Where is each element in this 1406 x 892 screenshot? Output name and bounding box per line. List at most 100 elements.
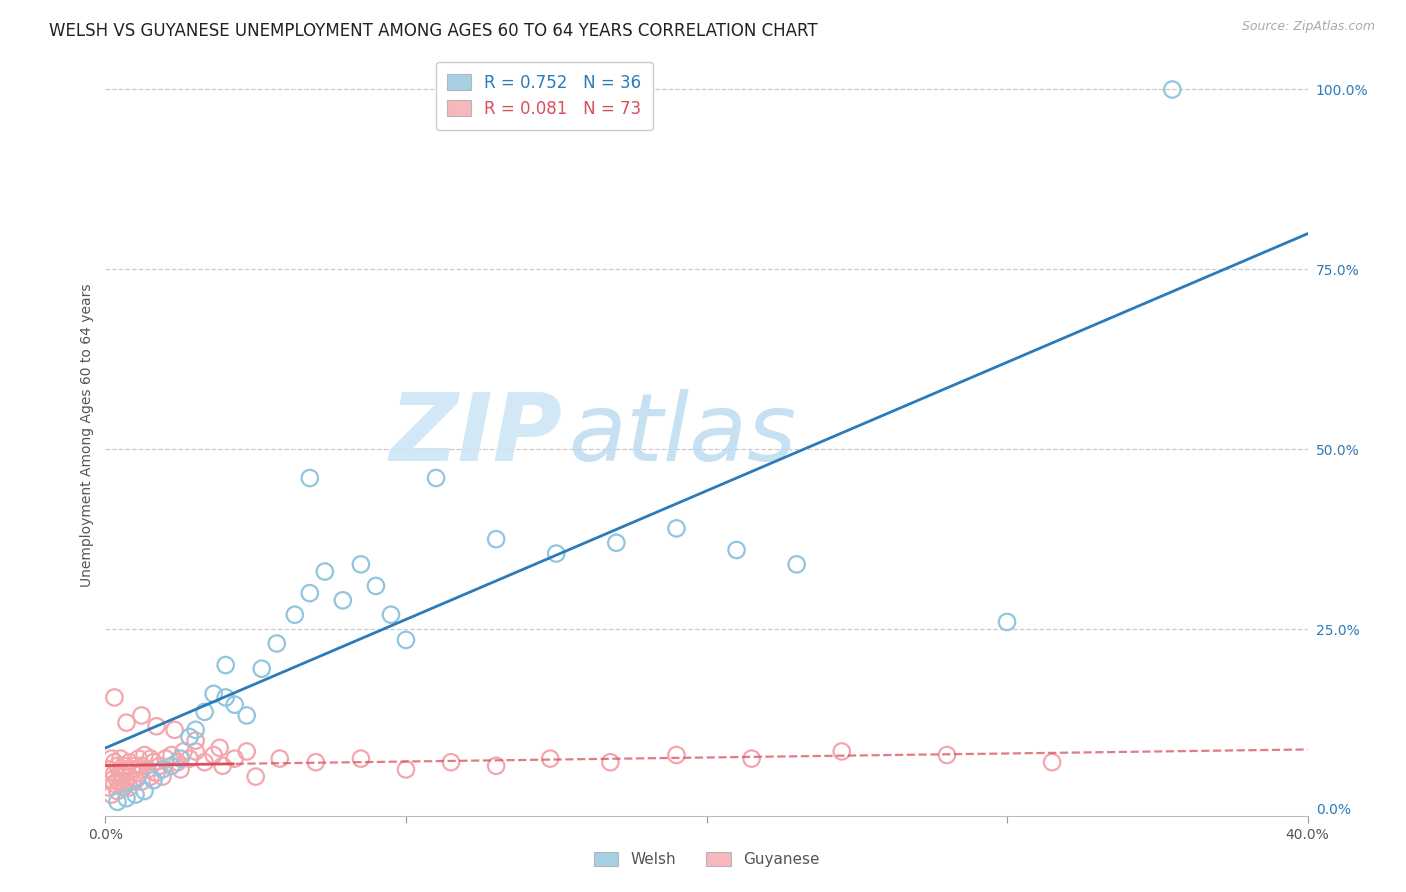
Point: [214, 690, 236, 705]
Point: [103, 756, 125, 770]
Point: [118, 756, 141, 770]
Point: [665, 747, 688, 762]
Point: [599, 756, 621, 770]
Point: [235, 744, 257, 758]
Point: [179, 751, 201, 765]
Point: [115, 763, 138, 777]
Point: [131, 708, 153, 723]
Point: [131, 759, 153, 773]
Point: [139, 770, 162, 784]
Point: [305, 756, 328, 770]
Point: [148, 759, 170, 773]
Point: [115, 774, 138, 789]
Point: [110, 751, 132, 765]
Point: [142, 773, 165, 788]
Point: [211, 759, 233, 773]
Point: [831, 744, 853, 758]
Point: [97, 763, 120, 777]
Point: [169, 763, 191, 777]
Point: [103, 766, 125, 780]
Point: [395, 632, 418, 647]
Point: [107, 773, 129, 788]
Point: [112, 770, 135, 784]
Point: [115, 715, 138, 730]
Point: [134, 784, 156, 798]
Text: ZIP: ZIP: [389, 389, 562, 481]
Point: [121, 763, 143, 777]
Text: WELSH VS GUYANESE UNEMPLOYMENT AMONG AGES 60 TO 64 YEARS CORRELATION CHART: WELSH VS GUYANESE UNEMPLOYMENT AMONG AGE…: [49, 22, 818, 40]
Point: [152, 763, 174, 777]
Point: [995, 615, 1018, 629]
Point: [546, 547, 568, 561]
Point: [786, 558, 808, 572]
Point: [538, 751, 561, 765]
Point: [224, 751, 246, 765]
Point: [110, 766, 132, 780]
Point: [350, 751, 373, 765]
Point: [107, 759, 129, 773]
Point: [440, 756, 463, 770]
Text: Source: ZipAtlas.com: Source: ZipAtlas.com: [1241, 20, 1375, 33]
Point: [145, 766, 167, 780]
Point: [152, 770, 174, 784]
Point: [214, 658, 236, 673]
Point: [485, 532, 508, 546]
Point: [298, 586, 321, 600]
Point: [124, 773, 146, 788]
Point: [1040, 756, 1063, 770]
Point: [124, 759, 146, 773]
Point: [103, 777, 125, 791]
Point: [665, 521, 688, 535]
Point: [100, 773, 122, 788]
Point: [107, 784, 129, 798]
Point: [160, 747, 183, 762]
Point: [202, 687, 225, 701]
Point: [235, 708, 257, 723]
Point: [139, 751, 162, 765]
Text: atlas: atlas: [568, 389, 797, 481]
Point: [110, 777, 132, 791]
Point: [107, 795, 129, 809]
Point: [160, 759, 183, 773]
Y-axis label: Unemployment Among Ages 60 to 64 years: Unemployment Among Ages 60 to 64 years: [80, 283, 94, 587]
Point: [266, 636, 288, 650]
Point: [350, 558, 373, 572]
Point: [298, 471, 321, 485]
Point: [425, 471, 447, 485]
Point: [605, 535, 627, 549]
Point: [155, 751, 177, 765]
Point: [741, 751, 763, 765]
Point: [1161, 82, 1184, 96]
Point: [208, 740, 231, 755]
Point: [97, 780, 120, 795]
Point: [380, 607, 402, 622]
Point: [173, 744, 195, 758]
Point: [128, 751, 150, 765]
Point: [100, 788, 122, 802]
Point: [142, 756, 165, 770]
Point: [118, 770, 141, 784]
Point: [136, 763, 159, 777]
Point: [936, 747, 959, 762]
Point: [485, 759, 508, 773]
Point: [314, 565, 336, 579]
Point: [103, 690, 125, 705]
Point: [269, 751, 291, 765]
Point: [224, 698, 246, 712]
Point: [725, 543, 748, 558]
Point: [124, 788, 146, 802]
Legend: Welsh, Guyanese: Welsh, Guyanese: [588, 846, 825, 873]
Point: [145, 719, 167, 733]
Point: [184, 723, 207, 737]
Point: [194, 705, 217, 719]
Point: [202, 747, 225, 762]
Point: [364, 579, 387, 593]
Point: [115, 791, 138, 805]
Point: [112, 759, 135, 773]
Point: [332, 593, 354, 607]
Point: [112, 780, 135, 795]
Point: [128, 766, 150, 780]
Point: [166, 756, 188, 770]
Point: [124, 773, 146, 788]
Point: [118, 780, 141, 795]
